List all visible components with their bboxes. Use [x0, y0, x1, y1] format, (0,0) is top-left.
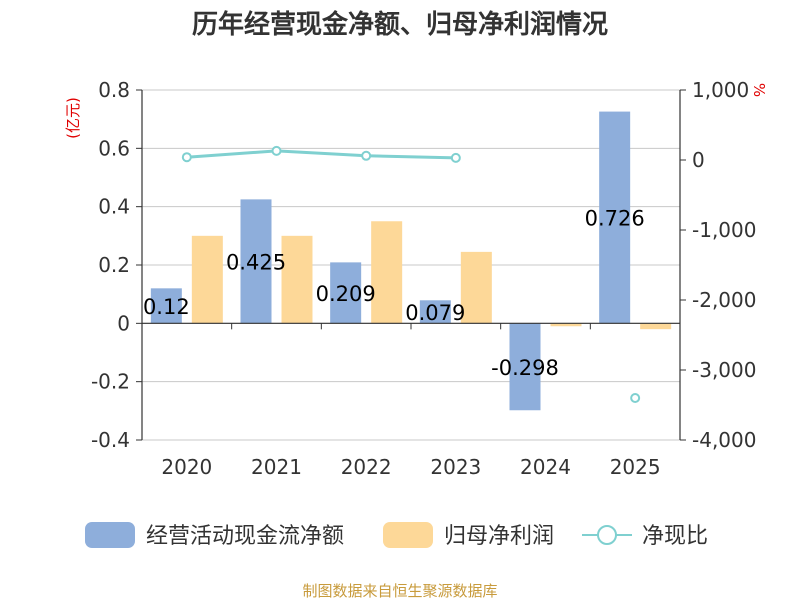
x-tick-label: 2024: [520, 455, 571, 479]
bars: [150, 111, 672, 411]
cash-flow-bar: [330, 262, 362, 324]
x-tick-label: 2020: [161, 455, 212, 479]
y-right-tick-label: -2,000: [692, 288, 756, 312]
chart-title: 历年经营现金净额、归母净利润情况: [192, 9, 608, 40]
cash-flow-data-label: 0.12: [143, 295, 190, 319]
source-note: 制图数据来自恒生聚源数据库: [302, 582, 497, 600]
cash-flow-data-label: 0.425: [226, 250, 286, 274]
cash-flow-bar: [240, 199, 272, 324]
ratio-line: [181, 145, 641, 403]
x-tick-label: 2023: [430, 455, 481, 479]
legend-swatch-ratio-marker: [597, 525, 617, 545]
x-tick-label: 2025: [610, 455, 661, 479]
legend-label-net-profit: 归母净利润: [444, 524, 554, 549]
y-left-tick-label: 0: [117, 311, 130, 335]
cash-flow-data-label: 0.209: [316, 282, 376, 306]
data-labels: 0.12 0.425 0.209 0.079 -0.298 0.726: [143, 206, 645, 379]
net-profit-bar: [640, 323, 672, 330]
cash-flow-bar: [599, 111, 631, 324]
y-left-tick-label: -0.2: [91, 370, 130, 394]
net-profit-bar: [191, 235, 223, 324]
x-tick-label: 2022: [341, 455, 392, 479]
net-profit-bar: [371, 221, 403, 324]
legend-label-ratio: 净现比: [642, 524, 708, 549]
y-left-tick-label: 0.2: [98, 253, 130, 277]
x-tick-label: 2021: [251, 455, 302, 479]
y-left-tick-label: 0.8: [98, 78, 130, 102]
cash-flow-data-label: -0.298: [491, 356, 559, 380]
ratio-point: [181, 152, 192, 163]
legend-label-cash-flow: 经营活动现金流净额: [146, 524, 344, 549]
y-right-tick-label: -1,000: [692, 218, 756, 242]
net-profit-bar: [281, 235, 313, 324]
legend-swatch-net-profit: [383, 522, 433, 548]
y-right-tick-label: -3,000: [692, 358, 756, 382]
y-right-unit: %: [750, 83, 768, 97]
y-left-tick-label: 0.6: [98, 136, 130, 160]
y-left-tick-label: 0.4: [98, 195, 130, 219]
cash-flow-bar: [419, 300, 451, 324]
ratio-point: [361, 150, 372, 161]
y-right-tick-label: 1,000: [692, 78, 749, 102]
y-left-tick-label: -0.4: [91, 428, 130, 452]
legend: 经营活动现金流净额 归母净利润 净现比: [85, 522, 708, 549]
ratio-point: [630, 393, 641, 403]
net-profit-bar: [460, 251, 492, 324]
net-profit-bar: [550, 323, 582, 327]
legend-swatch-cash-flow: [85, 522, 135, 548]
y-left-unit: (亿元): [64, 97, 82, 139]
ratio-point: [450, 152, 461, 163]
cash-flow-bar: [150, 288, 182, 324]
cash-flow-bar: [509, 323, 541, 411]
ratio-line-segment: [186, 149, 456, 160]
cash-flow-data-label: 0.726: [585, 206, 645, 230]
y-right-tick-label: 0: [692, 148, 705, 172]
ratio-point: [271, 145, 282, 156]
y-right-tick-label: -4,000: [692, 428, 756, 452]
ticks: 0.8 0.6 0.4 0.2 0 -0.2 -0.4 1,000 0 -1,000 -2,000 -…: [91, 78, 757, 479]
cash-flow-data-label: 0.079: [405, 301, 465, 325]
